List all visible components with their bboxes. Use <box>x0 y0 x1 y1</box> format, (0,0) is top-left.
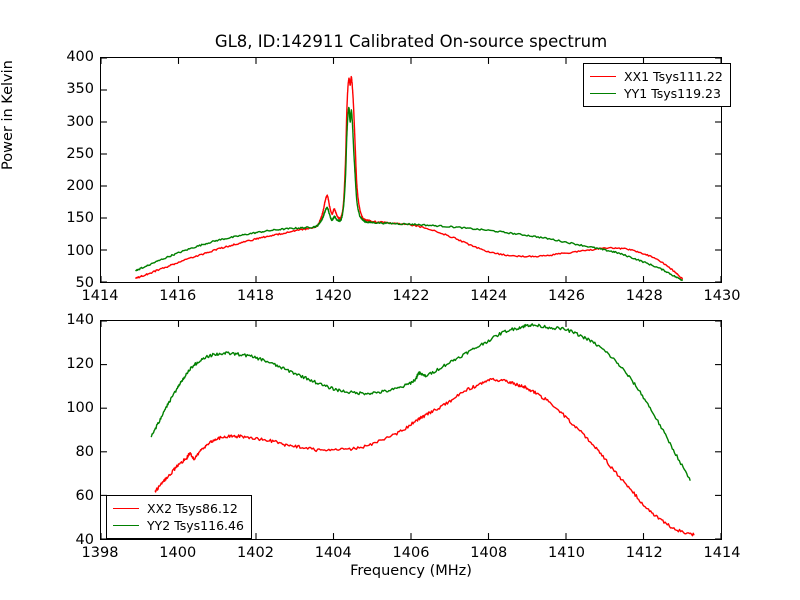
spectrum-trace <box>155 378 694 535</box>
y-tick-label: 400 <box>66 49 94 65</box>
y-tick-label: 300 <box>66 113 94 130</box>
legend-label: XX2 Tsys86.12 <box>147 501 238 516</box>
y-tick-label: 150 <box>66 210 94 227</box>
x-tick-label: 1400 <box>159 545 197 561</box>
legend-line-swatch <box>113 525 139 526</box>
bottom-panel-xlabel: Frequency (MHz) <box>350 563 472 579</box>
y-tick-label: 60 <box>75 488 94 504</box>
legend-entry: YY2 Tsys116.46 <box>113 517 244 534</box>
top-panel-ylabel: Power in Kelvin <box>0 60 16 170</box>
x-tick-label: 1398 <box>81 545 119 561</box>
top-panel-plot-area <box>101 58 721 282</box>
x-tick-label: 1406 <box>392 545 430 561</box>
legend-line-swatch <box>590 93 616 94</box>
top-panel-legend: XX1 Tsys111.22 YY1 Tsys119.23 <box>583 63 731 107</box>
y-tick-label: 100 <box>66 242 94 259</box>
legend-line-swatch <box>590 76 616 77</box>
spectrum-trace <box>136 108 682 281</box>
x-tick-label: 1422 <box>392 288 430 304</box>
y-tick-label: 100 <box>66 400 94 416</box>
x-tick-label: 1402 <box>237 545 274 561</box>
legend-line-swatch <box>113 508 139 509</box>
x-tick-label: 1418 <box>237 288 274 304</box>
x-tick-label: 1414 <box>81 288 119 304</box>
spectrum-trace <box>151 324 690 480</box>
x-tick-label: 1410 <box>548 545 585 561</box>
legend-label: YY1 Tsys119.23 <box>624 86 721 101</box>
y-tick-label: 350 <box>66 81 94 98</box>
x-tick-label: 1404 <box>314 545 352 561</box>
x-tick-label: 1416 <box>159 288 197 304</box>
y-tick-label: 40 <box>75 532 94 548</box>
x-tick-label: 1408 <box>470 545 508 561</box>
x-tick-label: 1426 <box>548 288 585 304</box>
y-tick-label: 200 <box>66 178 94 195</box>
figure-title: GL8, ID:142911 Calibrated On-source spec… <box>214 32 608 51</box>
legend-label: YY2 Tsys116.46 <box>147 518 244 533</box>
y-tick-label: 140 <box>66 312 94 328</box>
legend-entry: XX2 Tsys86.12 <box>113 500 244 517</box>
y-tick-label: 120 <box>66 356 94 372</box>
y-tick-label: 50 <box>75 275 94 291</box>
legend-entry: XX1 Tsys111.22 <box>590 68 723 85</box>
x-tick-label: 1414 <box>703 545 741 561</box>
y-tick-label: 250 <box>66 145 94 162</box>
bottom-panel-legend: XX2 Tsys86.12 YY2 Tsys116.46 <box>106 495 252 539</box>
y-tick-label: 80 <box>75 444 94 460</box>
legend-entry: YY1 Tsys119.23 <box>590 85 723 102</box>
x-tick-label: 1420 <box>314 288 352 304</box>
x-tick-label: 1430 <box>703 288 741 304</box>
x-tick-label: 1424 <box>470 288 508 304</box>
x-tick-label: 1412 <box>625 545 663 561</box>
legend-label: XX1 Tsys111.22 <box>624 69 723 84</box>
spectrum-trace <box>136 77 682 279</box>
x-tick-label: 1428 <box>625 288 663 304</box>
